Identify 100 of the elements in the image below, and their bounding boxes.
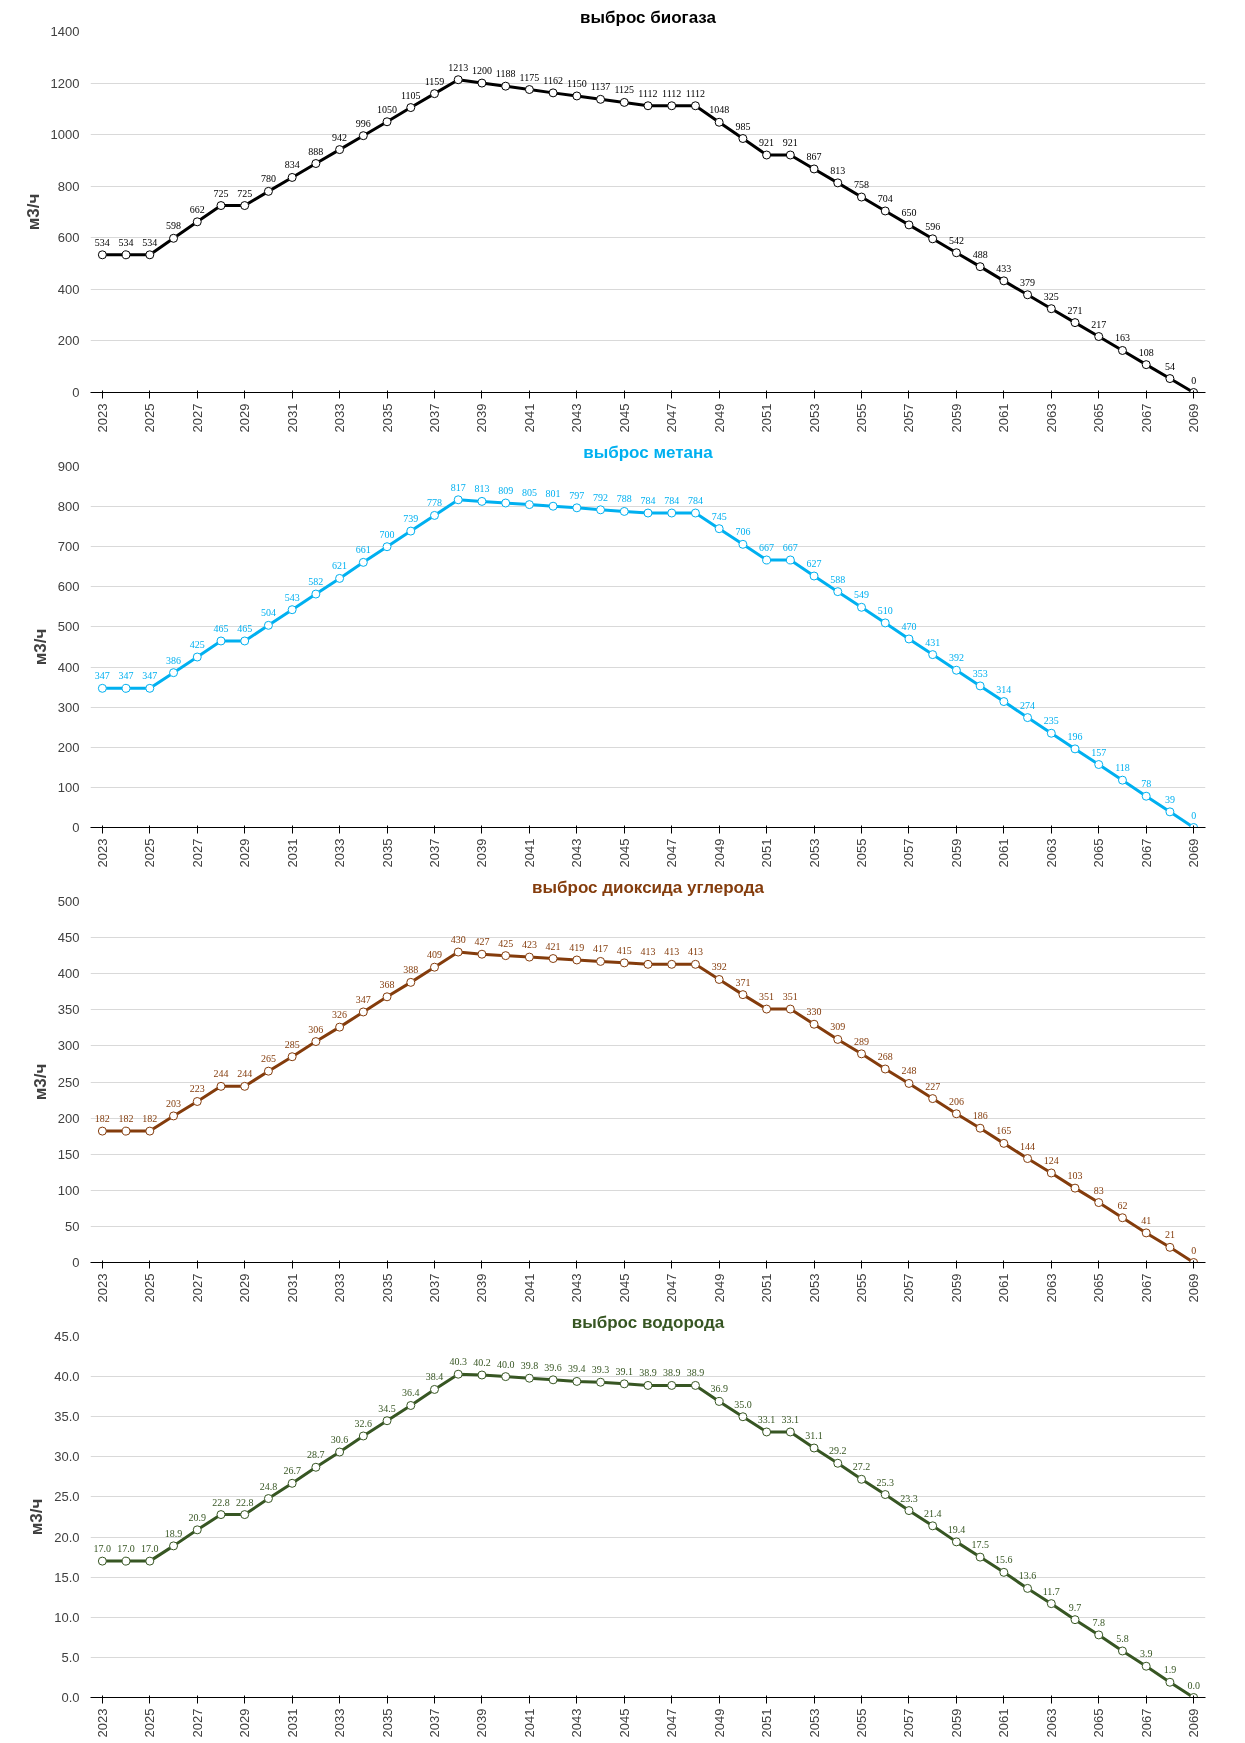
point	[809, 571, 819, 581]
data-label: 430	[450, 934, 466, 946]
data-label: 739	[403, 513, 419, 525]
point	[311, 589, 321, 599]
data-label: 797	[569, 489, 585, 501]
y-tick-label: 30.0	[54, 1449, 80, 1465]
point	[311, 1462, 321, 1472]
data-label: 186	[972, 1110, 988, 1122]
data-label: 596	[925, 220, 941, 232]
x-tick-label: 2047	[664, 1708, 680, 1738]
data-label: 661	[355, 544, 371, 556]
x-tick-label: 2043	[569, 1273, 585, 1303]
x-tick-label: 2045	[616, 403, 632, 433]
point	[1023, 1154, 1033, 1164]
x-tick-label: 2031	[284, 1708, 300, 1738]
data-label: 22.8	[235, 1496, 254, 1508]
x-tick-label: 2053	[806, 838, 822, 868]
y-tick-label: 150	[57, 1146, 80, 1162]
data-label: 227	[925, 1080, 941, 1092]
point	[335, 145, 345, 155]
x-tick-label: 2065	[1091, 838, 1107, 868]
x-tick-label: 2069	[1186, 403, 1202, 433]
point	[999, 1138, 1009, 1148]
data-label: 196	[1067, 730, 1083, 742]
data-label: 40.3	[449, 1356, 467, 1368]
data-label: 351	[782, 991, 798, 1003]
point	[714, 974, 724, 984]
x-tick-label: 2045	[616, 1708, 632, 1738]
point	[311, 1037, 321, 1047]
x-tick-label: 2067	[1138, 403, 1154, 433]
point	[904, 220, 914, 230]
y-tick-label: 45.0	[54, 1329, 80, 1344]
point	[857, 1474, 867, 1484]
data-label: 40.2	[473, 1357, 491, 1369]
point	[453, 947, 463, 957]
point	[477, 1370, 487, 1380]
data-label: 662	[189, 203, 205, 215]
x-tick-label: 2047	[664, 838, 680, 868]
data-label: 725	[213, 187, 229, 199]
y-tick-label: 900	[57, 459, 80, 474]
point	[169, 233, 179, 243]
x-tick-label: 2047	[664, 403, 680, 433]
data-label: 248	[901, 1065, 917, 1077]
y-tick-label: 0	[72, 820, 80, 835]
point	[216, 1081, 226, 1091]
data-label: 38.9	[662, 1367, 681, 1379]
point	[240, 201, 250, 211]
point	[240, 1081, 250, 1091]
data-label: 1112	[662, 87, 682, 99]
data-label: 21.4	[923, 1507, 942, 1519]
y-tick-label: 1400	[50, 24, 80, 39]
point	[951, 1537, 961, 1547]
point	[501, 1372, 511, 1382]
data-label: 667	[782, 541, 798, 553]
x-tick-label: 2065	[1091, 403, 1107, 433]
x-tick-label: 2039	[474, 838, 490, 868]
data-label: 38.4	[425, 1371, 444, 1383]
data-label: 17.0	[141, 1543, 159, 1555]
point	[97, 1556, 107, 1566]
point	[263, 186, 273, 196]
data-label: 39	[1164, 793, 1175, 805]
data-label: 788	[616, 493, 632, 505]
chart-title: выброс метана	[583, 442, 714, 462]
data-label: 409	[426, 949, 442, 961]
point	[145, 683, 155, 693]
point	[1070, 318, 1080, 328]
point	[263, 620, 273, 630]
y-tick-label: 500	[57, 619, 80, 635]
data-label: 265	[260, 1053, 276, 1065]
x-tick-label: 2049	[711, 403, 727, 433]
point	[121, 1126, 131, 1136]
y-tick-label: 700	[57, 539, 80, 555]
data-label: 921	[759, 137, 775, 149]
x-tick-label: 2045	[616, 1273, 632, 1303]
x-tick-label: 2027	[189, 838, 205, 868]
data-label: 413	[687, 946, 703, 958]
point	[1070, 1183, 1080, 1193]
x-tick-label: 2061	[996, 1273, 1012, 1303]
data-label: 627	[806, 558, 822, 569]
data-label: 425	[189, 639, 205, 651]
data-label: 1159	[424, 75, 445, 87]
data-label: 33.1	[781, 1413, 800, 1425]
x-tick-label: 2069	[1186, 1708, 1202, 1738]
point	[596, 505, 606, 515]
point	[785, 1004, 795, 1014]
data-label: 325	[1043, 290, 1059, 302]
x-tick-label: 2027	[189, 1273, 205, 1303]
point	[1046, 1599, 1056, 1609]
point	[738, 134, 748, 143]
point	[785, 1427, 795, 1437]
data-label: 621	[332, 560, 348, 572]
point	[880, 1490, 890, 1500]
point	[477, 949, 487, 959]
x-tick-label: 2035	[379, 1273, 395, 1303]
point	[121, 1556, 131, 1566]
data-label: 21	[1164, 1229, 1175, 1241]
point	[1141, 360, 1151, 370]
data-label: 289	[854, 1035, 870, 1047]
y-axis-title: м3/ч	[30, 1063, 50, 1101]
x-tick-label: 2055	[854, 403, 870, 433]
